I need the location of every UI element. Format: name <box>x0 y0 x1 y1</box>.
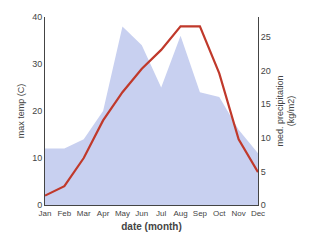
svg-text:20: 20 <box>261 66 271 76</box>
svg-text:25: 25 <box>261 32 271 42</box>
svg-text:10: 10 <box>32 153 42 163</box>
svg-text:Aug: Aug <box>173 209 187 218</box>
svg-text:0: 0 <box>37 200 42 210</box>
svg-text:Nov: Nov <box>232 209 246 218</box>
svg-text:Sep: Sep <box>193 209 208 218</box>
svg-text:Apr: Apr <box>97 209 110 218</box>
svg-text:Jan: Jan <box>39 209 52 218</box>
svg-text:Mar: Mar <box>77 209 91 218</box>
svg-text:20: 20 <box>32 106 42 116</box>
svg-text:40: 40 <box>32 12 42 22</box>
svg-text:Oct: Oct <box>213 209 226 218</box>
svg-text:5: 5 <box>261 167 266 177</box>
svg-text:30: 30 <box>32 59 42 69</box>
svg-text:Feb: Feb <box>57 209 71 218</box>
svg-text:Jun: Jun <box>135 209 148 218</box>
svg-text:May: May <box>115 209 130 218</box>
svg-text:Jul: Jul <box>156 209 166 218</box>
svg-text:10: 10 <box>261 133 271 143</box>
svg-text:max temp (C): max temp (C) <box>16 84 26 139</box>
svg-text:med. precipitation(kg/m2): med. precipitation(kg/m2) <box>275 75 297 146</box>
svg-text:Dec: Dec <box>251 209 265 218</box>
svg-text:15: 15 <box>261 99 271 109</box>
svg-text:0: 0 <box>261 200 266 210</box>
svg-text:date (month): date (month) <box>121 221 182 232</box>
